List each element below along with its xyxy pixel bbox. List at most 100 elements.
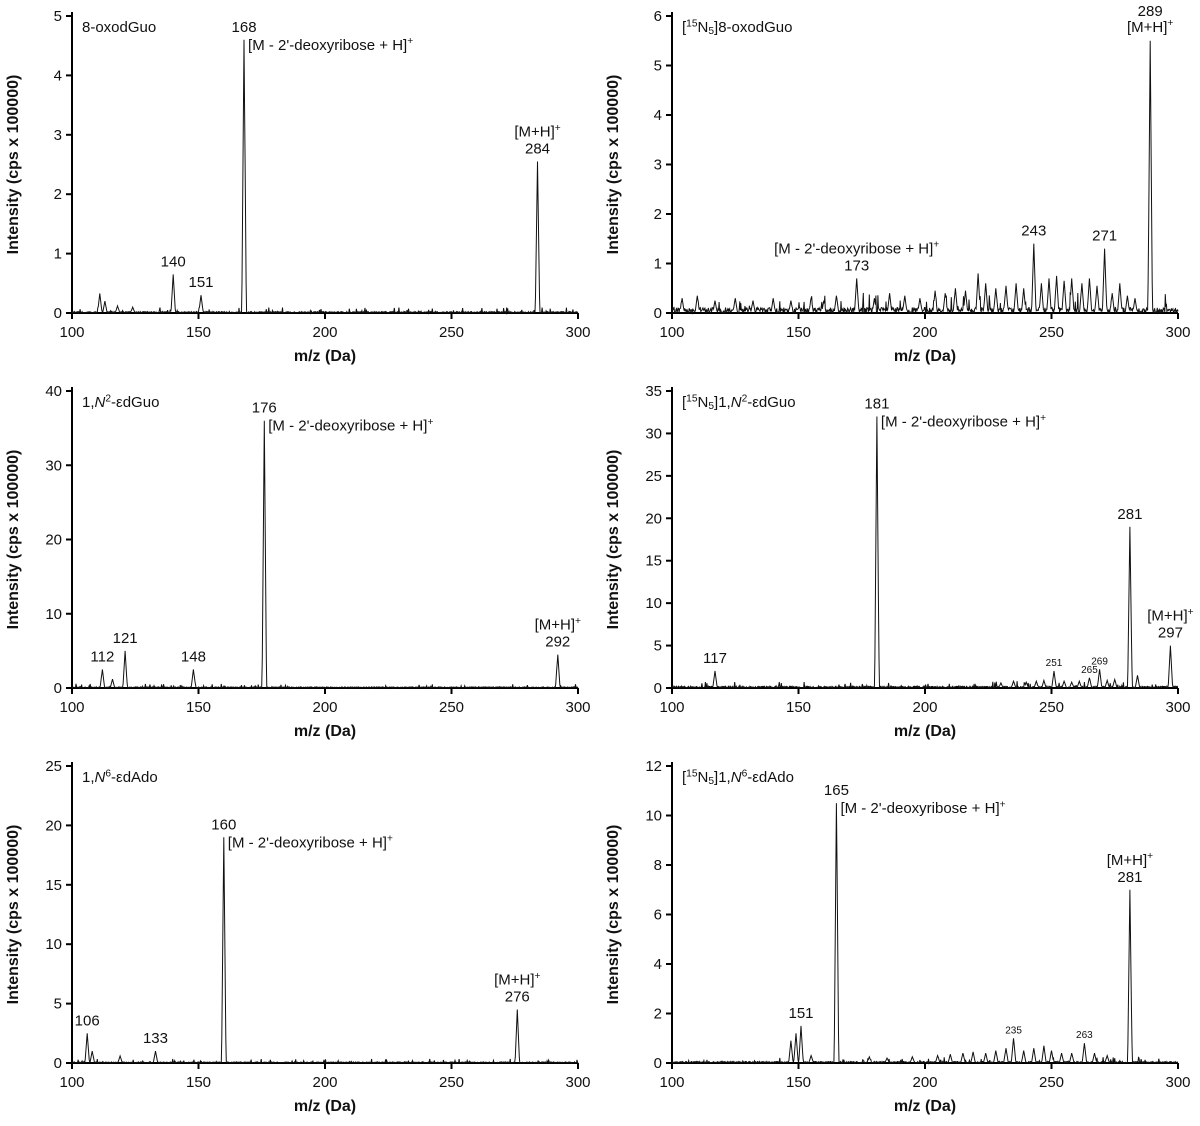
svg-text:263: 263 (1076, 1030, 1093, 1041)
svg-text:8: 8 (654, 857, 662, 874)
svg-text:m/z (Da): m/z (Da) (894, 1098, 956, 1115)
svg-text:[M - 2'-deoxyribose + H]+: [M - 2'-deoxyribose + H]+ (840, 799, 1005, 817)
svg-text:15: 15 (45, 877, 62, 894)
svg-text:151: 151 (189, 274, 214, 291)
svg-text:5: 5 (654, 638, 662, 655)
svg-text:173: 173 (844, 257, 869, 274)
svg-text:300: 300 (1165, 699, 1190, 716)
svg-text:151: 151 (789, 1005, 814, 1022)
svg-text:269: 269 (1091, 656, 1108, 667)
svg-text:250: 250 (1039, 1074, 1064, 1091)
svg-text:300: 300 (1165, 1074, 1190, 1091)
svg-text:1: 1 (54, 246, 62, 263)
svg-text:5: 5 (54, 8, 62, 25)
svg-text:6: 6 (654, 907, 662, 924)
svg-text:250: 250 (1039, 324, 1064, 341)
svg-text:100: 100 (659, 324, 684, 341)
svg-text:200: 200 (312, 699, 337, 716)
svg-text:300: 300 (1165, 324, 1190, 341)
svg-text:4: 4 (654, 107, 662, 124)
svg-text:289: 289 (1138, 3, 1163, 20)
svg-text:276: 276 (505, 989, 530, 1006)
svg-text:140: 140 (161, 253, 186, 270)
svg-text:150: 150 (186, 1074, 211, 1091)
spectrum-panel-15n5-1n2-edguo: 0 5 10 15 20 25 30 35 100 150 200 250 300 m/z (Da) Int… (600, 375, 1200, 750)
spectrum-panel-1n2-edguo: 0 10 20 30 40 100 150 200 250 300 m/z (Da) Intensit… (0, 375, 600, 750)
svg-text:150: 150 (186, 324, 211, 341)
svg-text:265: 265 (1081, 665, 1098, 676)
svg-text:[M - 2'-deoxyribose + H]+: [M - 2'-deoxyribose + H]+ (881, 413, 1046, 431)
svg-text:15: 15 (645, 553, 662, 570)
svg-text:168: 168 (232, 19, 257, 36)
svg-text:Intensity (cps x 100000): Intensity (cps x 100000) (5, 825, 22, 1005)
svg-text:[15N5]8-oxodGuo: [15N5]8-oxodGuo (682, 18, 792, 37)
spectrum-chart-15n5-1n6-edado: 0 2 4 6 8 10 12 100 150 200 250 300 m/z (Da) Intensit… (605, 758, 1191, 1115)
svg-text:200: 200 (312, 1074, 337, 1091)
svg-text:150: 150 (786, 699, 811, 716)
svg-text:10: 10 (645, 595, 662, 612)
svg-text:5: 5 (54, 996, 62, 1013)
svg-text:Intensity (cps x 100000): Intensity (cps x 100000) (605, 825, 622, 1005)
svg-text:[M - 2'-deoxyribose + H]+: [M - 2'-deoxyribose + H]+ (774, 240, 939, 258)
svg-text:281: 281 (1117, 869, 1142, 886)
svg-text:200: 200 (912, 324, 937, 341)
svg-text:40: 40 (45, 383, 62, 400)
svg-text:200: 200 (912, 1074, 937, 1091)
svg-text:106: 106 (75, 1012, 100, 1029)
svg-text:100: 100 (59, 699, 84, 716)
svg-text:0: 0 (54, 1055, 62, 1072)
svg-text:200: 200 (912, 699, 937, 716)
svg-text:181: 181 (864, 395, 889, 412)
svg-text:112: 112 (90, 648, 114, 665)
svg-text:20: 20 (45, 532, 62, 549)
svg-text:243: 243 (1021, 223, 1046, 240)
svg-text:m/z (Da): m/z (Da) (894, 348, 956, 365)
svg-text:2: 2 (654, 1006, 662, 1023)
svg-text:[M+H]+: [M+H]+ (514, 123, 560, 141)
svg-text:4: 4 (54, 67, 62, 84)
svg-text:6: 6 (654, 8, 662, 25)
svg-text:m/z (Da): m/z (Da) (894, 723, 956, 740)
svg-text:4: 4 (654, 956, 662, 973)
spectrum-panel-15n5-1n6-edado: 0 2 4 6 8 10 12 100 150 200 250 300 m/z (Da) Intensit… (600, 750, 1200, 1125)
svg-text:148: 148 (181, 648, 206, 665)
svg-text:3: 3 (654, 157, 662, 174)
svg-text:Intensity (cps x 100000): Intensity (cps x 100000) (5, 450, 22, 630)
svg-text:300: 300 (565, 1074, 590, 1091)
spectrum-chart-1n6-edado: 0 5 10 15 20 25 100 150 200 250 300 m/z (Da) Intensi… (5, 758, 591, 1115)
svg-text:35: 35 (645, 383, 662, 400)
svg-text:12: 12 (645, 758, 662, 775)
svg-text:271: 271 (1092, 228, 1117, 245)
svg-text:[M - 2'-deoxyribose + H]+: [M - 2'-deoxyribose + H]+ (268, 417, 433, 435)
svg-text:[M+H]+: [M+H]+ (1147, 607, 1193, 625)
svg-text:5: 5 (654, 58, 662, 75)
svg-text:250: 250 (439, 699, 464, 716)
svg-text:160: 160 (211, 816, 236, 833)
svg-text:100: 100 (659, 1074, 684, 1091)
svg-text:20: 20 (45, 817, 62, 834)
svg-text:10: 10 (645, 808, 662, 825)
svg-text:176: 176 (252, 400, 277, 417)
svg-text:250: 250 (439, 1074, 464, 1091)
svg-text:292: 292 (545, 634, 570, 651)
svg-text:[15N5]1,N6-εdAdo: [15N5]1,N6-εdAdo (682, 768, 794, 787)
svg-text:Intensity (cps x 100000): Intensity (cps x 100000) (605, 75, 622, 255)
svg-text:117: 117 (703, 650, 727, 667)
svg-text:20: 20 (645, 510, 662, 527)
svg-text:30: 30 (45, 457, 62, 474)
svg-text:[M+H]+: [M+H]+ (1107, 851, 1153, 869)
svg-text:30: 30 (645, 425, 662, 442)
svg-text:[M - 2'-deoxyribose + H]+: [M - 2'-deoxyribose + H]+ (248, 36, 413, 54)
svg-text:250: 250 (1039, 699, 1064, 716)
svg-text:[M - 2'-deoxyribose + H]+: [M - 2'-deoxyribose + H]+ (228, 834, 393, 852)
svg-text:1: 1 (654, 256, 662, 273)
spectrum-chart-15n5-1n2-edguo: 0 5 10 15 20 25 30 35 100 150 200 250 300 m/z (Da) Int… (605, 383, 1194, 740)
svg-text:250: 250 (439, 324, 464, 341)
svg-text:150: 150 (186, 699, 211, 716)
svg-text:8-oxodGuo: 8-oxodGuo (82, 19, 156, 36)
svg-text:150: 150 (786, 324, 811, 341)
svg-text:133: 133 (143, 1030, 168, 1047)
svg-text:235: 235 (1005, 1025, 1022, 1036)
svg-text:10: 10 (45, 606, 62, 623)
svg-text:284: 284 (525, 141, 550, 158)
